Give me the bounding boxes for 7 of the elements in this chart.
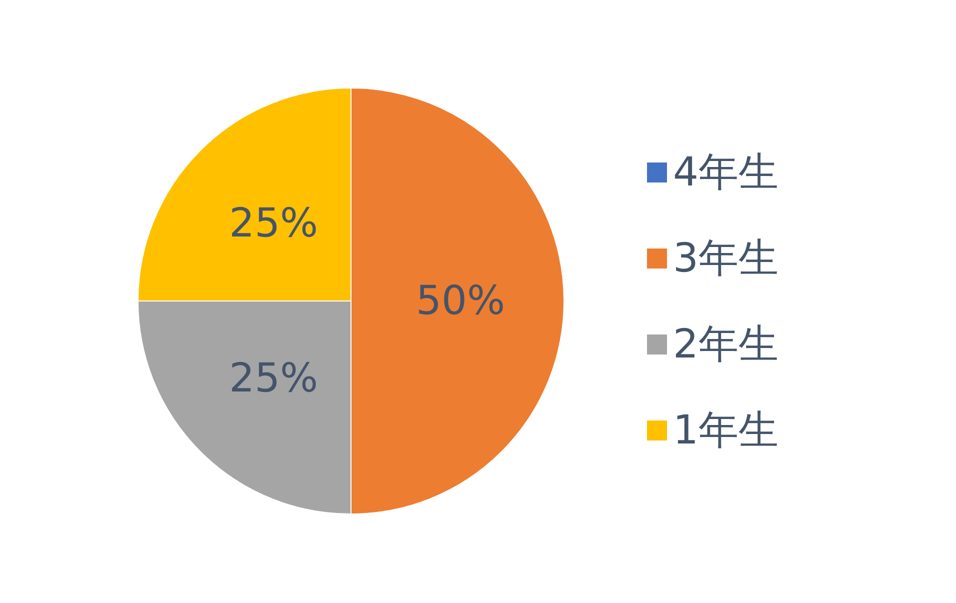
data-label: 25%: [229, 200, 318, 247]
legend-label: 3年生: [673, 236, 778, 282]
data-label: 50%: [416, 278, 505, 324]
legend-label: 1年生: [673, 408, 778, 454]
legend-label: 4年生: [673, 150, 778, 196]
legend-label: 2年生: [673, 322, 778, 368]
data-label: 25%: [229, 355, 318, 402]
